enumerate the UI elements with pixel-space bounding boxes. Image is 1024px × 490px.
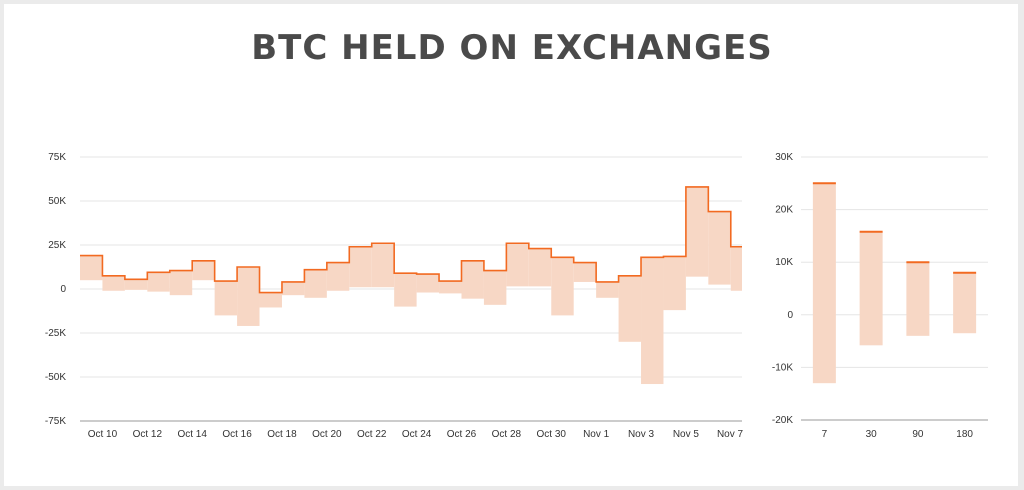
range-band — [596, 281, 619, 298]
left-y-tick-label: -75K — [45, 416, 66, 427]
range-band — [124, 279, 148, 290]
range-band — [506, 243, 529, 287]
range-band — [528, 248, 552, 287]
range-bar-180 — [953, 272, 977, 334]
left-x-tick-label: Oct 18 — [267, 429, 297, 440]
left-y-tick-label: 25K — [48, 240, 66, 251]
left-x-tick-label: Oct 28 — [492, 429, 522, 440]
range-band — [147, 272, 170, 292]
range-band — [349, 246, 372, 288]
left-y-tick-label: 75K — [48, 152, 66, 163]
left-x-tick-label: Oct 30 — [537, 429, 567, 440]
left-series-line — [80, 186, 742, 294]
range-band — [304, 269, 327, 298]
right-y-tick-label: 30K — [775, 152, 793, 163]
right-x-tick-label: 7 — [822, 429, 828, 440]
range-band — [192, 260, 215, 281]
left-x-tick-label: Oct 12 — [133, 429, 163, 440]
right-x-tick-label: 30 — [866, 429, 878, 440]
right-y-tick-label: -20K — [772, 415, 793, 426]
left-range-area — [80, 186, 742, 385]
range-band — [416, 274, 440, 293]
range-band — [259, 292, 282, 308]
left-x-tick-label: Oct 20 — [312, 429, 342, 440]
left-x-tick-label: Oct 24 — [402, 429, 432, 440]
range-band — [618, 275, 642, 342]
right-y-tick-label: 0 — [787, 310, 793, 321]
range-band — [461, 260, 484, 299]
left-x-tick-label: Oct 26 — [447, 429, 477, 440]
left-x-tick-label: Oct 10 — [88, 429, 118, 440]
right-y-tick-label: 20K — [775, 205, 793, 216]
range-band — [326, 262, 350, 291]
left-x-tick-label: Oct 22 — [357, 429, 387, 440]
range-band — [551, 257, 574, 316]
chart-title: BTC HELD ON EXCHANGES — [251, 28, 773, 68]
right-x-tick-label: 180 — [956, 429, 973, 440]
range-band — [169, 270, 193, 296]
range-band — [237, 267, 260, 326]
range-band — [641, 257, 664, 385]
left-axis-labels: 75K 50K 25K 0 -25K -50K -75K Oct 10 Oct 12 Oct 14… — [45, 152, 744, 440]
left-y-tick-label: 50K — [48, 196, 66, 207]
range-bar-30 — [859, 231, 883, 346]
right-y-tick-label: -10K — [772, 362, 793, 373]
left-x-tick-label: Nov 3 — [628, 429, 655, 440]
range-band — [439, 281, 462, 294]
right-x-tick-label: 90 — [912, 429, 924, 440]
left-y-tick-label: -25K — [45, 328, 66, 339]
range-band — [80, 255, 103, 281]
range-band — [102, 275, 125, 291]
range-band — [708, 211, 731, 285]
range-band — [685, 186, 709, 277]
range-bar-90 — [906, 262, 930, 336]
range-band — [483, 270, 507, 305]
left-y-tick-label: -50K — [45, 372, 66, 383]
step-line — [80, 186, 742, 294]
left-x-tick-label: Oct 14 — [177, 429, 207, 440]
range-band — [663, 256, 686, 311]
range-band — [281, 281, 305, 296]
right-y-tick-label: 10K — [775, 257, 793, 268]
range-band — [371, 243, 395, 288]
range-band — [394, 273, 417, 307]
right-bars — [812, 182, 977, 384]
left-x-tick-label: Oct 16 — [222, 429, 252, 440]
left-x-tick-label: Nov 1 — [583, 429, 610, 440]
range-band — [214, 281, 238, 316]
range-bar-7 — [812, 183, 836, 384]
left-y-tick-label: 0 — [60, 284, 66, 295]
range-band — [730, 246, 742, 291]
left-x-tick-label: Nov 5 — [673, 429, 700, 440]
left-x-tick-label: Nov 7 — [717, 429, 744, 440]
right-axis-labels: 30K 20K 10K 0 -10K -20K 7 30 90 180 — [772, 152, 988, 440]
range-band — [573, 262, 597, 282]
